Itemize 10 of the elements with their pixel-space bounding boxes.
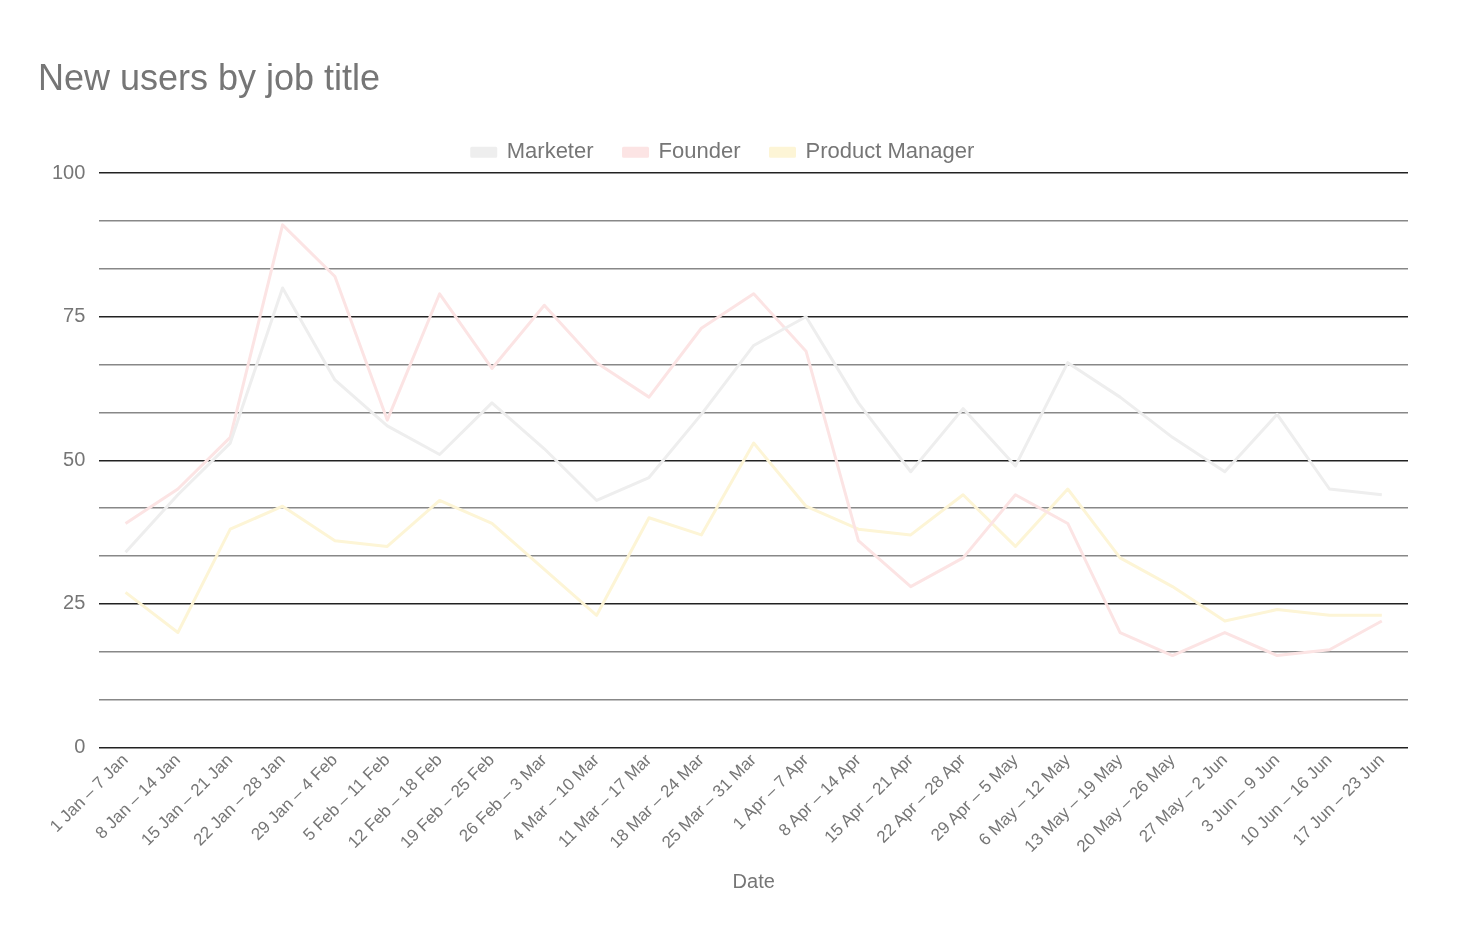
y-tick-label: 25 xyxy=(63,591,86,614)
x-axis-title: Date xyxy=(732,869,775,892)
legend-label: Founder xyxy=(658,138,741,164)
y-tick-label: 75 xyxy=(63,304,86,327)
y-tick-label: 100 xyxy=(51,160,86,183)
y-tick-label: 0 xyxy=(74,734,86,757)
legend-label: Marketer xyxy=(506,138,594,164)
chart-title: New users by job title xyxy=(38,56,381,98)
y-tick-label: 50 xyxy=(63,447,86,470)
legend-label: Product Manager xyxy=(805,138,975,164)
